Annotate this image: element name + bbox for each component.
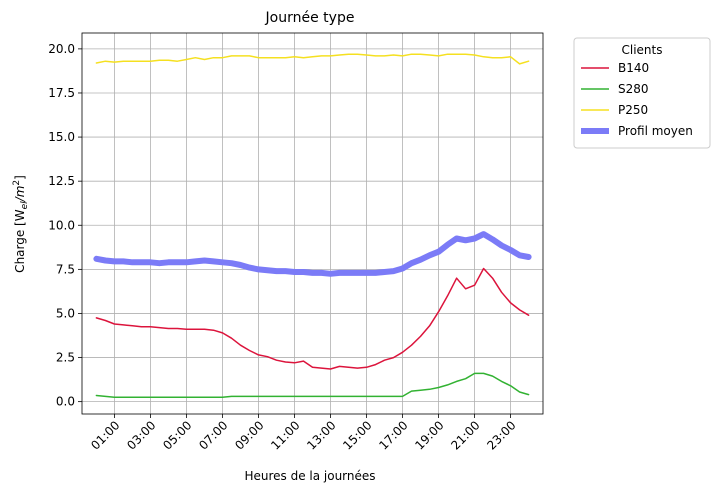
series-line-p250: [95, 53, 530, 65]
y-tick-label: 20.0: [48, 42, 75, 56]
y-axis-label-subscript: el: [20, 201, 30, 210]
legend: Clients B140 S280 P250 Profil moyen: [573, 37, 711, 149]
legend-box: [573, 37, 711, 149]
x-axis-label: Heures de la journées: [244, 469, 375, 483]
y-tick-label: 5.0: [56, 306, 75, 320]
y-axis-label: Charge [Wel/m2]: [12, 175, 30, 273]
legend-label: P250: [618, 103, 648, 117]
y-axis-ticks: 0.0 2.5 5.0 7.5 10.0 12.5 15.0 17.5 20.0: [48, 42, 82, 409]
y-tick-label: 12.5: [48, 174, 75, 188]
y-axis-label-superscript: 2: [12, 180, 22, 186]
y-tick-label: 0.0: [56, 395, 75, 409]
legend-label: Profil moyen: [618, 124, 693, 138]
legend-label: S280: [618, 82, 649, 96]
y-tick-label: 10.0: [48, 218, 75, 232]
series-group: [93, 53, 532, 398]
y-axis-label-mid: /m: [13, 186, 27, 203]
y-tick-label: 17.5: [48, 86, 75, 100]
chart-title: Journée type: [265, 10, 355, 26]
series-line-profil-moyen: [93, 231, 532, 277]
y-tick-label: 7.5: [56, 262, 75, 276]
y-tick-label: 2.5: [56, 351, 75, 365]
plot-frame: [81, 32, 544, 415]
legend-entries: B140 S280 P250 Profil moyen: [581, 61, 693, 138]
legend-label: B140: [618, 61, 649, 75]
series-line-s280: [95, 372, 530, 398]
grid: [82, 33, 543, 414]
legend-title: Clients: [622, 43, 663, 57]
y-axis-label-main: Charge [W: [13, 209, 27, 273]
y-tick-label: 15.0: [48, 130, 75, 144]
y-axis-label-end: ]: [13, 175, 27, 180]
series-line-b140: [95, 267, 530, 370]
